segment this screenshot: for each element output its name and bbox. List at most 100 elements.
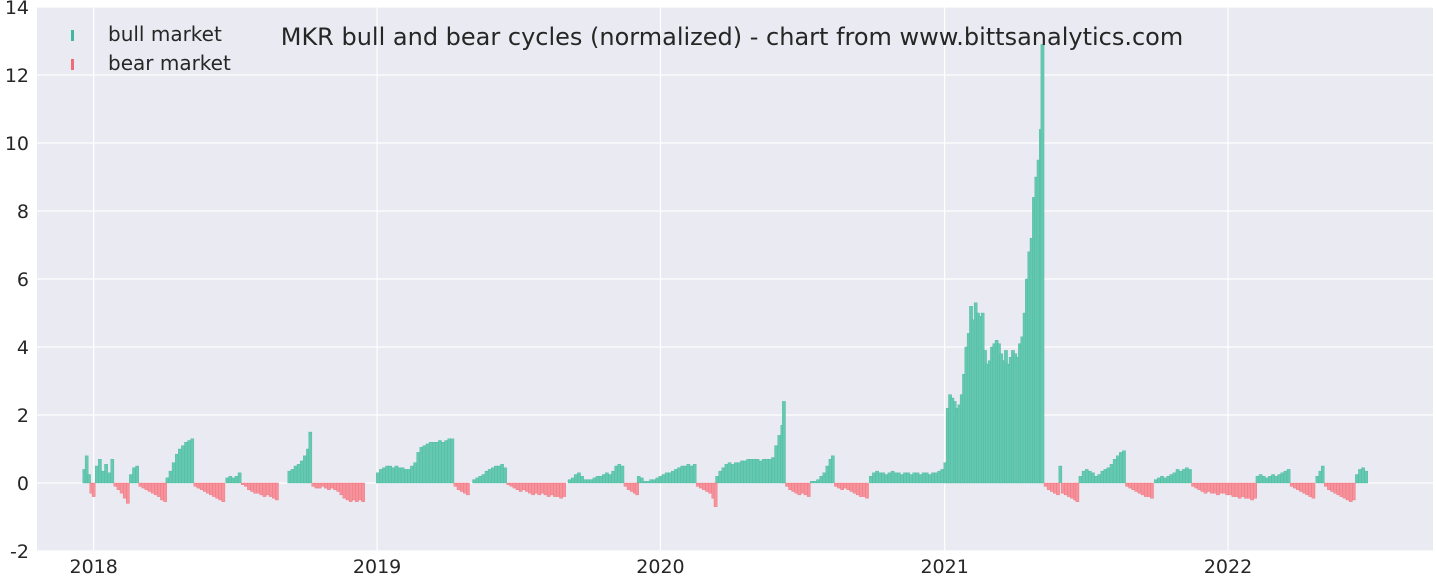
bull-bar xyxy=(287,470,292,484)
bull-bar xyxy=(608,474,612,484)
bull-bar xyxy=(602,474,606,484)
bear-bar xyxy=(806,482,811,497)
bull-bar xyxy=(475,477,480,484)
bull-bar xyxy=(819,476,823,484)
bull-bar xyxy=(1091,472,1095,484)
bear-bar xyxy=(549,482,554,496)
bull-bar xyxy=(737,462,741,484)
bull-bar xyxy=(567,479,572,484)
bull-bar xyxy=(472,479,476,484)
bear-bar xyxy=(794,482,799,494)
bear-bar xyxy=(512,482,517,489)
bear-bar xyxy=(259,482,264,496)
bear-bar xyxy=(562,482,566,497)
bull-bar xyxy=(897,472,901,484)
bear-bar xyxy=(122,482,127,499)
bear-bar xyxy=(1308,482,1313,497)
bear-bar xyxy=(339,482,344,496)
bear-bar xyxy=(1216,482,1220,496)
bull-bar xyxy=(450,438,455,484)
bull-bar xyxy=(1172,472,1177,484)
bear-bar xyxy=(834,482,838,487)
bear-bar xyxy=(160,482,164,501)
bear-bar xyxy=(531,482,535,496)
bull-bar xyxy=(1094,476,1098,484)
bull-bar xyxy=(893,472,898,484)
bear-bar xyxy=(803,482,808,496)
bear-bar xyxy=(1222,482,1226,494)
bull-bar xyxy=(87,474,91,484)
bull-bar xyxy=(875,470,879,484)
bull-bar xyxy=(1261,476,1266,484)
bull-bar xyxy=(187,440,191,484)
bull-bar xyxy=(308,431,313,484)
bear-bar xyxy=(138,482,143,487)
bull-bar xyxy=(884,474,889,484)
y-tick-label: 6 xyxy=(17,269,29,291)
bull-bar xyxy=(583,479,587,484)
bull-bar xyxy=(1160,476,1164,484)
bull-bar xyxy=(595,476,600,484)
bull-bar xyxy=(228,476,233,484)
bear-bar xyxy=(1063,482,1068,496)
bull-bar xyxy=(761,459,766,484)
bear-bar xyxy=(862,482,866,497)
bull-bar xyxy=(132,467,136,484)
bull-bar xyxy=(500,464,504,484)
bull-bar xyxy=(435,442,439,484)
bull-bar xyxy=(655,477,660,484)
bear-bar xyxy=(320,482,325,487)
bull-bar xyxy=(1157,477,1161,484)
bear-bar xyxy=(1143,482,1148,497)
bear-bar xyxy=(518,482,523,492)
y-tick-label: 2 xyxy=(17,405,29,427)
bear-bar xyxy=(1197,482,1202,490)
bear-bar xyxy=(250,482,254,492)
bear-bar xyxy=(1345,482,1350,501)
bear-bar xyxy=(1244,482,1248,499)
bear-bar xyxy=(1339,482,1344,497)
bear-bar xyxy=(1056,482,1060,496)
bull-bar xyxy=(494,465,498,484)
y-axis-ticks: -2 0 2 4 6 8 10 12 14 xyxy=(5,0,29,563)
bull-bar xyxy=(925,472,929,484)
bull-bar xyxy=(104,464,108,484)
bull-bar xyxy=(934,472,938,484)
bull-bar xyxy=(614,465,618,484)
bull-bar xyxy=(900,474,904,484)
bear-bar xyxy=(202,482,207,492)
bull-bar xyxy=(1358,469,1362,484)
bull-bar xyxy=(1169,474,1174,484)
bear-bar xyxy=(1053,482,1057,494)
bull-bar xyxy=(1271,474,1275,484)
bull-bar xyxy=(749,459,754,484)
bull-bar xyxy=(674,469,678,484)
bear-bar xyxy=(1299,482,1303,492)
bear-bar xyxy=(361,482,365,502)
bull-bar xyxy=(481,474,486,484)
bear-bar xyxy=(540,482,545,494)
bull-bar xyxy=(135,465,139,484)
bear-bar xyxy=(1342,482,1347,499)
bull-bar xyxy=(743,460,747,484)
bear-bar xyxy=(837,482,841,489)
bull-bar xyxy=(1320,465,1325,484)
bear-bar xyxy=(1311,482,1316,499)
bear-bar xyxy=(840,482,844,490)
bear-bar xyxy=(1305,482,1309,496)
bear-bar xyxy=(1043,482,1048,487)
bear-bar xyxy=(1140,482,1145,496)
bull-bar xyxy=(1106,467,1111,484)
bull-bar xyxy=(928,474,932,484)
bear-bar xyxy=(1131,482,1136,490)
y-tick-label: 12 xyxy=(5,65,29,87)
bear-bar xyxy=(1219,482,1223,494)
bear-bar xyxy=(629,482,634,492)
bull-bar xyxy=(831,455,835,484)
bear-bar xyxy=(623,482,628,487)
bull-bar xyxy=(1315,476,1320,484)
bull-bar xyxy=(299,460,304,484)
bull-bar xyxy=(768,459,772,484)
bull-bar xyxy=(1361,467,1365,484)
